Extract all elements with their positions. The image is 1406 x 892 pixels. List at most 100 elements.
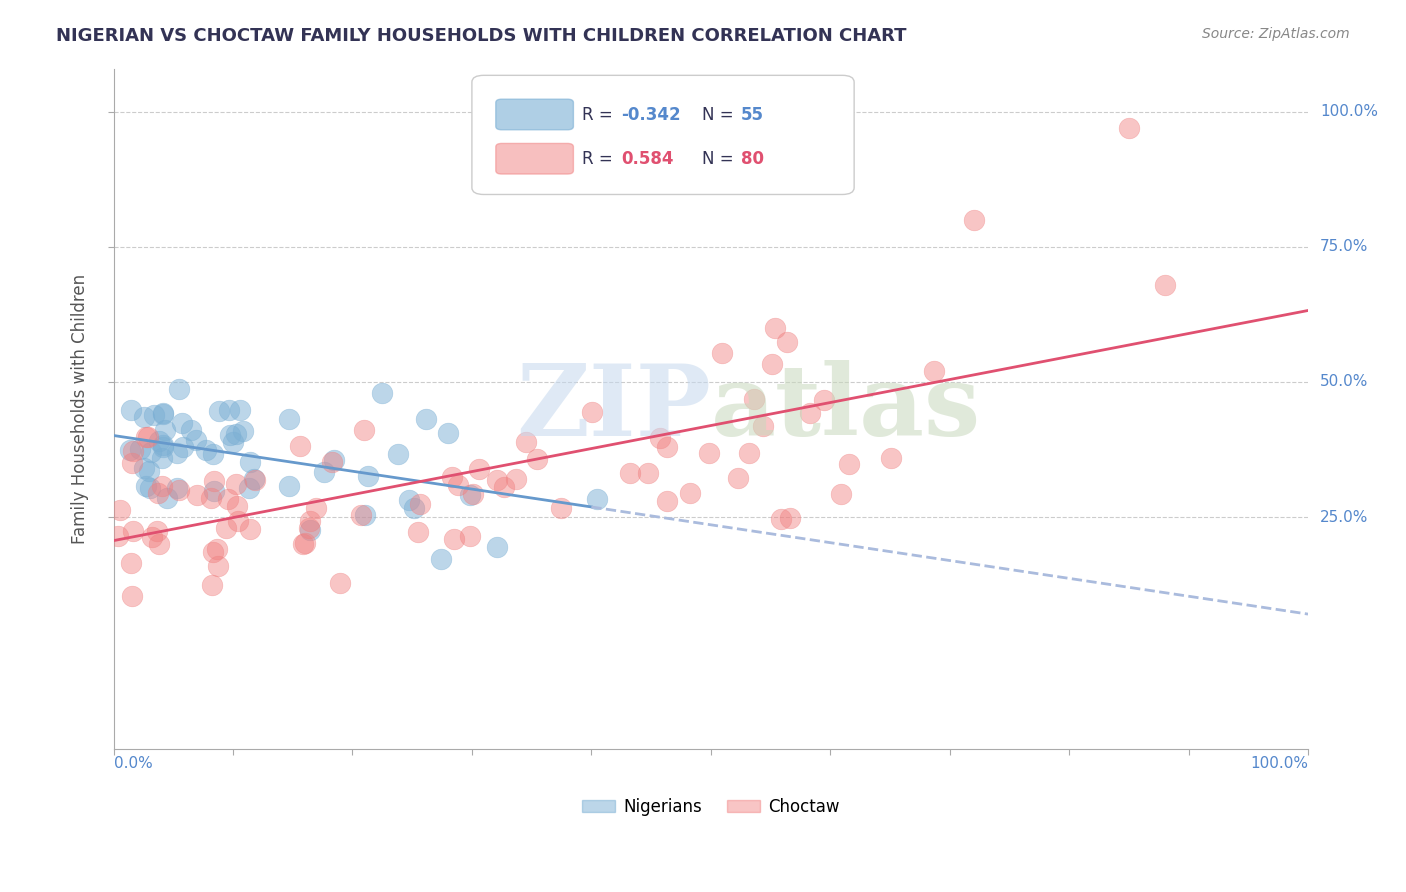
Point [485,473,508,487]
Point [194,442,217,457]
Point [278,412,301,426]
Point [648,431,671,445]
Point [134,409,156,424]
Point [550,500,572,515]
Point [146,524,169,539]
Point [323,453,346,467]
Point [485,540,508,554]
Text: 0.584: 0.584 [621,150,673,168]
Point [922,364,945,378]
Point [526,452,548,467]
Point [136,430,159,444]
Point [202,544,225,558]
Point [180,423,202,437]
Point [463,486,485,500]
Text: -0.342: -0.342 [621,106,681,124]
Point [710,346,733,360]
Point [299,523,322,537]
Point [135,479,157,493]
Point [440,470,463,484]
Point [458,487,481,501]
Point [225,477,247,491]
Point [742,392,765,406]
Point [402,500,425,515]
Y-axis label: Family Households with Children: Family Households with Children [72,274,89,544]
Point [208,403,231,417]
Point [458,529,481,543]
FancyBboxPatch shape [496,144,574,174]
Point [443,532,465,546]
Point [184,433,207,447]
Point [655,493,678,508]
Text: 25.0%: 25.0% [1320,509,1368,524]
Point [215,520,238,534]
Point [200,491,222,505]
Point [166,446,188,460]
Point [202,483,225,498]
Text: N =: N = [703,106,740,124]
Text: 75.0%: 75.0% [1320,239,1368,254]
Text: R =: R = [582,150,617,168]
Point [415,412,437,426]
Point [763,321,786,335]
Point [153,423,176,437]
Point [655,440,678,454]
Point [769,512,792,526]
Point [239,522,262,536]
Point [201,577,224,591]
Point [813,393,835,408]
Point [761,357,783,371]
Point [205,542,228,557]
Point [204,474,226,488]
Point [278,479,301,493]
Point [243,472,266,486]
Point [354,508,377,522]
Point [228,514,250,528]
Point [135,430,157,444]
Point [222,435,245,450]
Point [1153,277,1175,292]
Point [409,497,432,511]
Point [329,575,352,590]
Point [357,469,380,483]
Point [697,446,720,460]
Point [138,464,160,478]
Point [619,467,641,481]
Point [727,471,749,485]
Point [121,444,143,458]
Point [398,492,420,507]
Point [120,402,142,417]
Point [108,503,131,517]
Point [225,427,247,442]
Point [437,426,460,441]
Point [152,440,174,454]
FancyBboxPatch shape [496,99,574,130]
Point [167,382,190,396]
Point [738,445,761,459]
Point [239,455,262,469]
Text: NIGERIAN VS CHOCTAW FAMILY HOUSEHOLDS WITH CHILDREN CORRELATION CHART: NIGERIAN VS CHOCTAW FAMILY HOUSEHOLDS WI… [56,27,907,45]
Point [128,442,150,457]
Point [830,487,852,501]
Text: N =: N = [703,150,740,168]
Point [152,451,174,466]
Point [679,485,702,500]
Point [218,427,240,442]
Point [217,491,239,506]
Point [107,528,129,542]
Point [207,558,229,573]
Point [585,491,607,506]
Point [838,457,860,471]
Text: 100.0%: 100.0% [1320,104,1378,120]
Point [139,481,162,495]
Text: 100.0%: 100.0% [1250,756,1308,772]
Point [201,447,224,461]
Point [243,473,266,487]
Point [166,481,188,495]
Point [121,457,143,471]
Point [305,500,328,515]
Point [172,441,194,455]
Point [141,530,163,544]
Point [1118,120,1140,135]
Point [321,454,343,468]
